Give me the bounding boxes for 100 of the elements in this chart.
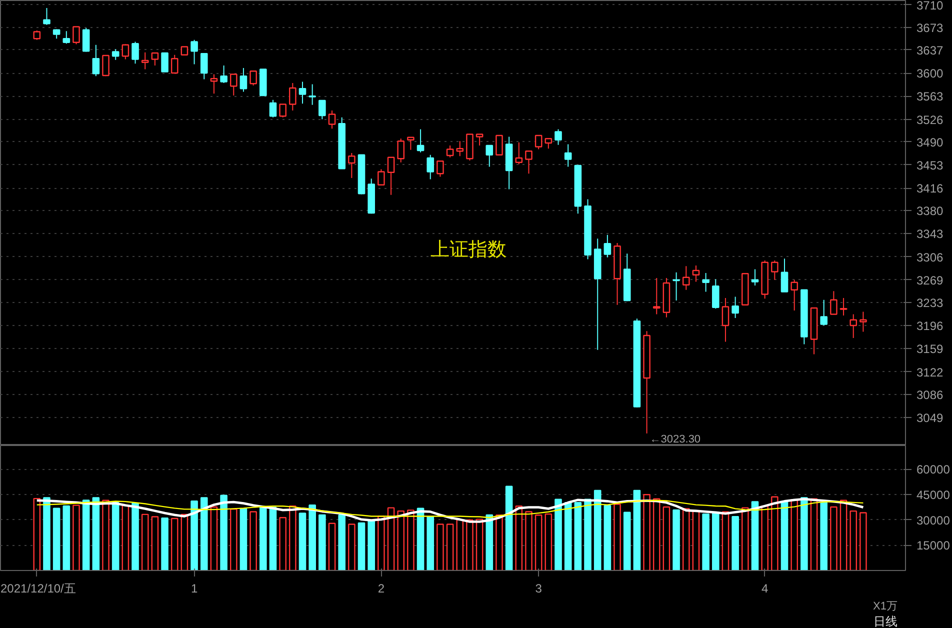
bar — [544, 513, 552, 570]
bar — [742, 507, 749, 570]
candlestick — [476, 134, 484, 146]
candlestick — [230, 74, 238, 96]
bar — [672, 509, 680, 570]
bar — [712, 512, 720, 570]
y-tick-label: 3710 — [916, 0, 944, 12]
y-tick-label: 3600 — [916, 66, 944, 80]
candlestick — [702, 272, 710, 292]
candlestick — [426, 154, 434, 180]
bar — [594, 490, 602, 570]
y-tick-label: 3453 — [916, 158, 944, 172]
bar — [554, 498, 562, 570]
candlestick — [407, 136, 414, 150]
candlestick — [269, 99, 277, 118]
bar — [269, 506, 277, 570]
bar — [446, 524, 454, 570]
bar — [338, 514, 346, 570]
bar — [112, 502, 120, 570]
candlestick — [240, 68, 248, 92]
bar — [692, 510, 700, 570]
candlestick — [33, 30, 41, 40]
candlestick — [289, 82, 296, 111]
bar — [466, 519, 474, 570]
bar — [348, 524, 356, 570]
bar — [771, 496, 778, 570]
bar — [515, 506, 523, 570]
candlestick — [62, 30, 70, 44]
candlestick — [190, 39, 198, 65]
bar — [298, 512, 306, 570]
candlestick — [496, 134, 503, 156]
candlestick — [446, 145, 454, 158]
line-series — [36, 500, 864, 518]
candlestick — [554, 128, 562, 146]
y-tick-label: 3306 — [916, 250, 944, 264]
y-axis-title: X1万 — [873, 600, 898, 612]
bar — [820, 502, 828, 570]
bar — [92, 497, 100, 570]
candlestick — [790, 279, 798, 311]
bar — [308, 504, 316, 570]
bar — [722, 511, 730, 570]
annotation: ←3023.30 — [650, 433, 701, 446]
candlestick — [348, 152, 356, 178]
bar — [416, 508, 424, 570]
y-tick-label: 3049 — [916, 410, 944, 425]
candlestick — [200, 53, 208, 80]
bar — [486, 514, 494, 570]
bar — [378, 516, 385, 570]
bar — [614, 504, 621, 570]
bar — [62, 505, 70, 570]
candlestick — [308, 84, 316, 106]
y-tick-label: 3269 — [916, 273, 944, 288]
candlestick — [732, 296, 739, 318]
candlestick — [456, 140, 464, 157]
candlestick — [387, 156, 395, 196]
bar — [860, 512, 867, 570]
candlestick — [722, 298, 730, 342]
candlestick — [544, 138, 552, 150]
candlestick — [860, 311, 867, 332]
bar — [436, 524, 444, 570]
y-tick-label: 3490 — [916, 135, 944, 150]
candlestick — [298, 81, 306, 104]
bar — [132, 502, 139, 570]
bar — [790, 498, 798, 570]
candlestick — [771, 260, 778, 280]
y-tick-label: 3380 — [916, 204, 944, 218]
bar — [407, 510, 414, 570]
y-tick-label: 3343 — [916, 227, 944, 242]
bar — [122, 504, 130, 570]
candlestick — [564, 144, 572, 168]
line-series — [36, 498, 864, 523]
bar — [43, 497, 50, 570]
bar — [780, 501, 788, 570]
bar — [318, 514, 326, 570]
bar — [289, 506, 296, 570]
bar — [496, 514, 503, 570]
bar — [210, 506, 218, 570]
candlestick — [840, 298, 848, 316]
y-tick-label: 3526 — [916, 112, 944, 127]
candlestick — [397, 138, 405, 163]
bar — [72, 504, 80, 570]
text: 日线 — [874, 614, 898, 628]
bar — [141, 514, 149, 570]
bar — [368, 520, 376, 570]
candlestick — [250, 70, 257, 86]
bar — [387, 507, 395, 570]
bar — [830, 506, 838, 570]
bar — [240, 508, 248, 570]
category-label: 2 — [378, 582, 385, 596]
bar — [102, 500, 110, 570]
bar — [505, 486, 513, 570]
category-label: 2021/12/10/五 — [0, 582, 76, 596]
y-tick-label: 3159 — [916, 342, 944, 356]
bar — [200, 497, 208, 570]
candlestick — [102, 54, 110, 77]
candlestick — [132, 41, 139, 64]
bar — [623, 512, 631, 570]
bar — [82, 500, 90, 570]
candlestick — [72, 26, 80, 45]
y-tick-label: 3673 — [916, 20, 944, 35]
